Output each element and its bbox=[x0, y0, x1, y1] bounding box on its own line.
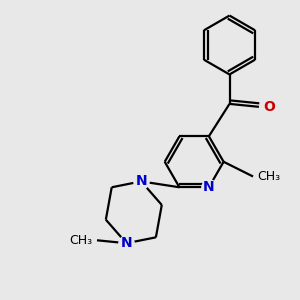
Text: N: N bbox=[121, 236, 132, 250]
Text: CH₃: CH₃ bbox=[257, 170, 280, 183]
Text: O: O bbox=[263, 100, 275, 114]
Text: N: N bbox=[203, 180, 215, 194]
Text: N: N bbox=[135, 174, 147, 188]
Text: CH₃: CH₃ bbox=[70, 234, 93, 247]
